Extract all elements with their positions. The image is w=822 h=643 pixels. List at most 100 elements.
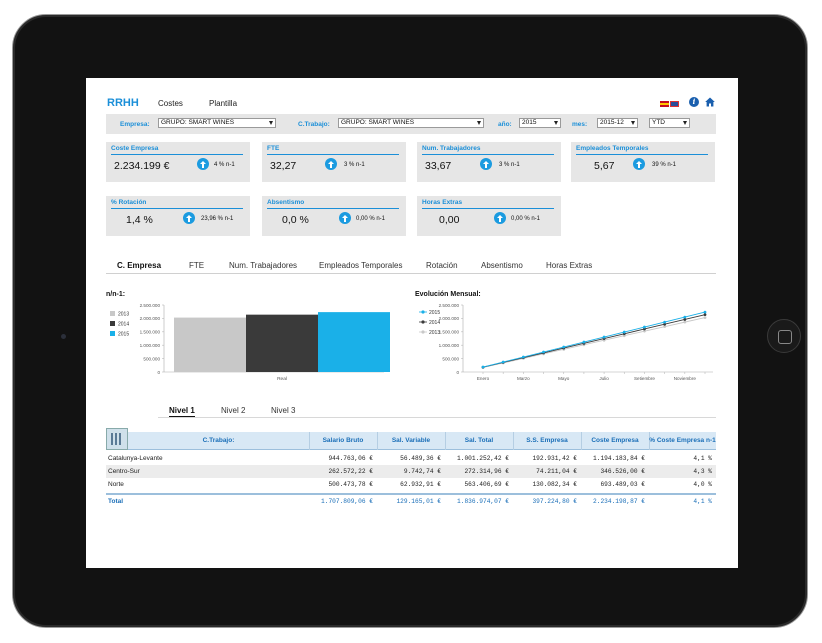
- table-row[interactable]: Catalunya-Levante 944.763,06 € 56.489,36…: [106, 452, 716, 465]
- cell-salario-bruto: 500.473,78 €: [328, 481, 373, 488]
- series-point-2015: [683, 315, 687, 319]
- filter-bar: Empresa: GRUPO: SMART WINES C.Trabajo: G…: [106, 114, 716, 134]
- nav-costes[interactable]: Costes: [158, 99, 183, 108]
- ctrabajo-select-value: GRUPO: SMART WINES: [341, 119, 415, 126]
- tab-nivel-3[interactable]: Nivel 3: [271, 406, 296, 415]
- legend-swatch-2013: [110, 311, 115, 316]
- tab-c-empresa[interactable]: C. Empresa: [117, 261, 162, 270]
- arrow-up-icon: [480, 158, 492, 170]
- tab-horas-extras[interactable]: Horas Extras: [546, 261, 593, 270]
- y-tick-label: 500.000: [442, 356, 459, 361]
- x-tick-label: Real: [277, 376, 287, 382]
- kpi-title: FTE: [267, 145, 280, 152]
- anio-select[interactable]: 2015: [519, 118, 561, 128]
- home-button[interactable]: [767, 319, 801, 353]
- tab-nivel-2[interactable]: Nivel 2: [221, 406, 246, 415]
- col-header-ss-empresa[interactable]: S.S. Empresa: [526, 437, 568, 444]
- kpi-value: 32,27: [270, 160, 297, 172]
- series-point-2013: [703, 316, 707, 319]
- nav-plantilla[interactable]: Plantilla: [209, 99, 238, 108]
- tab-absentismo[interactable]: Absentismo: [481, 261, 523, 270]
- series-point-2015: [703, 310, 707, 314]
- series-point-2015: [622, 330, 626, 334]
- legend-label-2015: 2015: [429, 310, 440, 316]
- cell-sal-total: 272.314,96 €: [464, 468, 509, 475]
- cube-icon[interactable]: [106, 428, 128, 450]
- y-tick-label: 1.000.000: [439, 343, 460, 348]
- legend-label-2013: 2013: [118, 312, 129, 318]
- cell-pct-coste: 4,3 %: [693, 468, 712, 475]
- kpi-num-trabajadores[interactable]: Num. Trabajadores 33,67 3 % n-1: [417, 142, 561, 182]
- cell-ctrabajo: Catalunya-Levante: [108, 455, 163, 462]
- tab-fte[interactable]: FTE: [189, 261, 205, 270]
- legend-marker-2015: [421, 310, 425, 314]
- empresa-select[interactable]: GRUPO: SMART WINES: [158, 118, 276, 128]
- y-tick-label: 2.500.000: [140, 303, 161, 308]
- kpi-empleados-temporales[interactable]: Empleados Temporales 5,67 39 % n-1: [571, 142, 715, 182]
- mes-select[interactable]: 2015-12: [597, 118, 638, 128]
- x-tick-label: Marzo: [517, 376, 530, 381]
- uk-flag-icon[interactable]: [670, 101, 679, 107]
- series-point-2014: [683, 318, 687, 321]
- kpi-horas-extras[interactable]: Horas Extras 0,00 0,00 % n-1: [417, 196, 561, 236]
- x-tick-label: Enero: [477, 376, 490, 381]
- x-tick-label: Mayo: [558, 376, 570, 381]
- line-chart-title: Evolución Mensual:: [415, 291, 481, 298]
- col-header-coste-empresa[interactable]: Coste Empresa: [591, 437, 639, 444]
- series-point-2013: [663, 325, 667, 329]
- col-divider: [581, 432, 582, 450]
- table-total-row[interactable]: Total 1.707.809,06 € 129.165,01 € 1.836.…: [106, 493, 716, 509]
- arrow-up-icon: [339, 212, 351, 224]
- kpi-rotacion[interactable]: % Rotación 1,4 % 23,96 % n-1: [106, 196, 250, 236]
- col-header-sal-total[interactable]: Sal. Total: [464, 437, 494, 444]
- legend-swatch-2015: [110, 331, 115, 336]
- kpi-title: Coste Empresa: [111, 145, 159, 152]
- spain-flag-icon[interactable]: [660, 101, 669, 107]
- col-header-sal-variable[interactable]: Sal. Variable: [391, 437, 431, 444]
- cell-sal-variable: 62.932,91 €: [400, 481, 441, 488]
- period-select[interactable]: YTD: [649, 118, 690, 128]
- chevron-down-icon: [477, 121, 481, 125]
- y-tick-label: 2.000.000: [140, 316, 161, 321]
- language-flags: [660, 101, 680, 107]
- info-icon[interactable]: i: [689, 97, 699, 107]
- tab-rotacion[interactable]: Rotación: [426, 261, 458, 270]
- series-point-2015: [481, 365, 485, 369]
- col-header-salario-bruto[interactable]: Salario Bruto: [322, 437, 364, 444]
- tab-empleados-temporales[interactable]: Empleados Temporales: [319, 261, 403, 270]
- kpi-fte[interactable]: FTE 32,27 3 % n-1: [262, 142, 406, 182]
- kpi-delta: 3 % n-1: [344, 162, 365, 168]
- period-select-value: YTD: [652, 119, 665, 126]
- table-header: C.Trabajo: Salario Bruto Sal. Variable S…: [128, 432, 716, 450]
- cell-coste-empresa: 346.526,00 €: [600, 468, 645, 475]
- col-divider: [445, 432, 446, 450]
- bar-2013: [174, 317, 246, 372]
- col-divider: [377, 432, 378, 450]
- tab-num-trabajadores[interactable]: Num. Trabajadores: [229, 261, 298, 270]
- kpi-coste-empresa[interactable]: Coste Empresa 2.234.199 € 4 % n-1: [106, 142, 250, 182]
- ctrabajo-select[interactable]: GRUPO: SMART WINES: [338, 118, 484, 128]
- table-row[interactable]: Norte 500.473,78 € 62.932,91 € 563.406,6…: [106, 478, 716, 491]
- cell-total-ss-empresa: 397.224,80 €: [532, 498, 577, 505]
- col-header-pct-coste[interactable]: % Coste Empresa n-1: [649, 437, 716, 444]
- kpi-value: 33,67: [425, 160, 452, 172]
- cell-sal-variable: 9.742,74 €: [403, 468, 441, 475]
- kpi-divider: [576, 154, 708, 155]
- series-point-2015: [501, 360, 505, 364]
- bar-chart: 2.500.000 2.000.000 1.500.000 1.000.000 500.…: [110, 303, 390, 382]
- y-tick-label: 500.000: [143, 356, 160, 361]
- home-icon[interactable]: [705, 97, 715, 107]
- app-brand[interactable]: RRHH: [107, 97, 139, 109]
- table-row[interactable]: Centro-Sur 262.572,22 € 9.742,74 € 272.3…: [106, 465, 716, 478]
- kpi-title: Absentismo: [267, 199, 305, 206]
- col-divider: [649, 432, 650, 450]
- series-point-2015: [663, 320, 667, 324]
- tab-nivel-1[interactable]: Nivel 1: [169, 406, 195, 417]
- kpi-absentismo[interactable]: Absentismo 0,0 % 0,00 % n-1: [262, 196, 406, 236]
- chevron-down-icon: [269, 121, 273, 125]
- y-tick-label: 2.500.000: [439, 303, 460, 308]
- chevron-down-icon: [554, 121, 558, 125]
- bar-2014: [246, 314, 318, 372]
- col-header-ctrabajo[interactable]: C.Trabajo:: [202, 437, 235, 444]
- kpi-divider: [422, 154, 554, 155]
